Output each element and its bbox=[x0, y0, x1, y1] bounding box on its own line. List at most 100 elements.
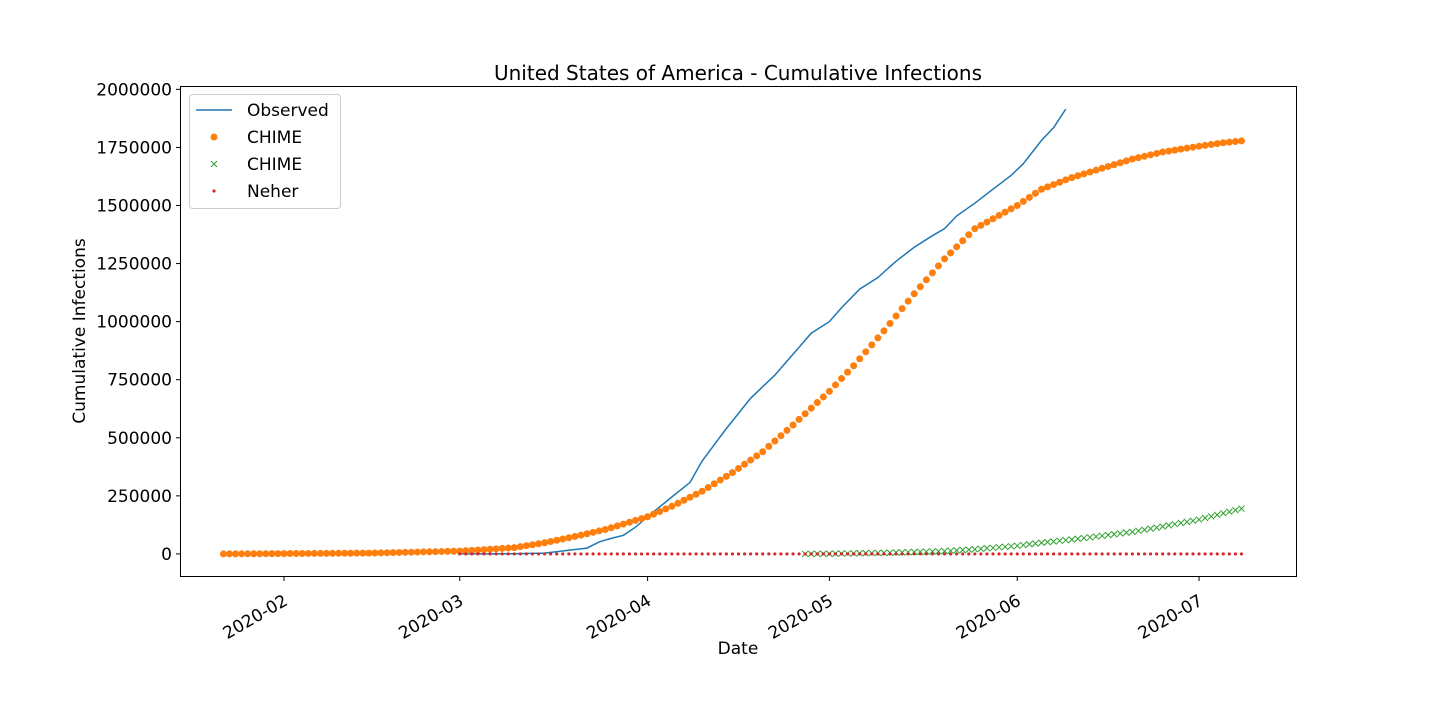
chime-point bbox=[553, 536, 561, 544]
chime-point bbox=[1025, 193, 1033, 201]
chime-x-point bbox=[1122, 529, 1130, 537]
neher-point bbox=[979, 552, 983, 556]
chime-point bbox=[868, 341, 876, 349]
chime-point bbox=[995, 211, 1003, 219]
chime-point bbox=[650, 510, 658, 518]
chime-x-point bbox=[922, 548, 930, 556]
y-tick-label: 250000 bbox=[107, 487, 172, 507]
chime-point bbox=[716, 476, 724, 484]
chime-point bbox=[407, 548, 415, 556]
y-tick-label: 1750000 bbox=[96, 138, 172, 158]
neher-point bbox=[676, 552, 680, 556]
chime-point bbox=[619, 520, 627, 528]
y-tick-label: 0 bbox=[161, 545, 172, 565]
chime-point bbox=[341, 549, 349, 557]
neher-point bbox=[991, 552, 995, 556]
chime-point bbox=[753, 452, 761, 460]
neher-point bbox=[482, 552, 486, 556]
neher-point bbox=[712, 552, 716, 556]
neher-point bbox=[470, 552, 474, 556]
plot-frame bbox=[180, 86, 1297, 577]
chime-x-point bbox=[959, 546, 967, 554]
chime-point bbox=[316, 549, 324, 557]
neher-point bbox=[1027, 552, 1031, 556]
chime-point bbox=[1050, 181, 1058, 189]
neher-point bbox=[500, 552, 504, 556]
chime-point bbox=[298, 549, 306, 557]
neher-point bbox=[591, 552, 595, 556]
chime-point bbox=[250, 550, 258, 558]
chime-point bbox=[607, 524, 615, 532]
chime-x-point bbox=[1213, 511, 1221, 519]
chime-point bbox=[631, 516, 639, 524]
neher-point bbox=[973, 552, 977, 556]
neher-point bbox=[833, 552, 838, 556]
neher-point bbox=[658, 552, 662, 556]
chime-point bbox=[589, 528, 597, 536]
chime-point bbox=[656, 508, 664, 516]
chime-point bbox=[450, 547, 458, 555]
series-3-group bbox=[458, 552, 1244, 556]
neher-point bbox=[1130, 552, 1134, 556]
chime-x-point bbox=[953, 547, 961, 554]
neher-point bbox=[936, 552, 941, 556]
chime-x-point bbox=[947, 547, 954, 555]
legend-box bbox=[189, 94, 341, 209]
neher-point bbox=[1033, 552, 1038, 556]
neher-point bbox=[476, 552, 480, 556]
chime-point bbox=[401, 548, 409, 556]
chime-point bbox=[492, 545, 500, 553]
neher-point bbox=[688, 552, 692, 556]
neher-point bbox=[815, 552, 819, 556]
neher-point bbox=[585, 552, 589, 556]
neher-point bbox=[1161, 552, 1165, 556]
neher-point bbox=[1003, 552, 1007, 556]
chime-point bbox=[977, 221, 985, 229]
neher-point bbox=[682, 552, 686, 556]
chime-point bbox=[268, 550, 276, 558]
neher-point bbox=[839, 552, 844, 556]
neher-point bbox=[1191, 552, 1195, 556]
chime-point bbox=[583, 530, 591, 538]
neher-point bbox=[603, 552, 607, 556]
chime-point bbox=[807, 404, 815, 412]
chime-point bbox=[1019, 197, 1027, 205]
neher-point bbox=[1173, 552, 1177, 556]
chime-point bbox=[947, 249, 955, 257]
chime-x-point bbox=[1026, 540, 1033, 548]
chime-x-point bbox=[1007, 542, 1015, 550]
chime-point bbox=[1213, 140, 1221, 148]
chime-x-point bbox=[1092, 533, 1100, 540]
neher-point bbox=[1136, 552, 1141, 556]
neher-point bbox=[518, 552, 522, 556]
chime-point bbox=[571, 533, 579, 541]
neher-point bbox=[506, 552, 510, 556]
chime-point bbox=[625, 518, 633, 526]
neher-point bbox=[948, 552, 953, 556]
chime-x-point bbox=[1019, 541, 1027, 549]
chime-point bbox=[1110, 161, 1118, 169]
chime-point bbox=[1225, 138, 1233, 146]
neher-point bbox=[1148, 552, 1153, 556]
chime-x-point bbox=[1001, 543, 1009, 551]
chime-point bbox=[347, 549, 355, 557]
chime-point bbox=[1231, 138, 1239, 146]
chime-point bbox=[1237, 137, 1245, 145]
chime-point bbox=[959, 237, 967, 245]
chime-point bbox=[371, 549, 379, 557]
neher-point bbox=[555, 552, 559, 556]
chime-point bbox=[1171, 146, 1179, 154]
chime-point bbox=[262, 550, 270, 558]
neher-point bbox=[706, 552, 710, 556]
y-tick-label: 1000000 bbox=[96, 313, 172, 333]
chime-x-point bbox=[1080, 534, 1088, 542]
chime-point bbox=[1068, 174, 1076, 182]
neher-point bbox=[621, 552, 625, 556]
neher-point bbox=[1142, 552, 1147, 556]
chime-x-point bbox=[910, 548, 918, 556]
chime-point bbox=[468, 546, 476, 554]
chime-x-point bbox=[1207, 513, 1215, 520]
chime-point bbox=[1122, 157, 1130, 165]
neher-point bbox=[1215, 552, 1219, 556]
chime-point bbox=[704, 483, 712, 491]
